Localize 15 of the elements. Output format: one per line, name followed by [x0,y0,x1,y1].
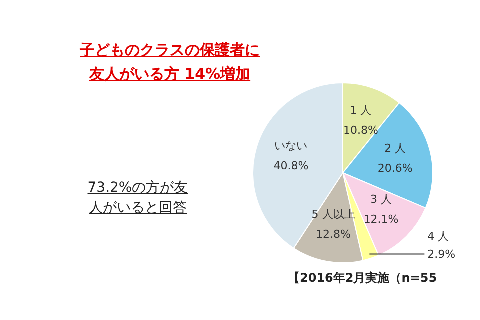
slice-label: 4 人 [428,230,450,244]
data-label: 12.8% [316,228,352,242]
text: 【2016年2月実施（n=55 [288,270,438,287]
text: 73.2%の方が友人がいると回答 [86,179,190,218]
data-label: 2.9% [428,248,456,262]
slice-label: 3 人 [370,193,392,206]
chart-title: 子どものクラスの保護者に友人がいる方 14%増加 [79,40,261,85]
data-label: 12.1% [364,213,399,226]
slice-label: 5 人以上 [312,208,356,222]
data-label: 10.8% [343,124,378,138]
data-label: 40.8% [274,160,309,173]
data-label: 20.6% [378,162,413,175]
slice-label: 1 人 [350,104,372,118]
slice-label: 2 人 [384,142,406,155]
slice-label: いない [274,140,308,153]
